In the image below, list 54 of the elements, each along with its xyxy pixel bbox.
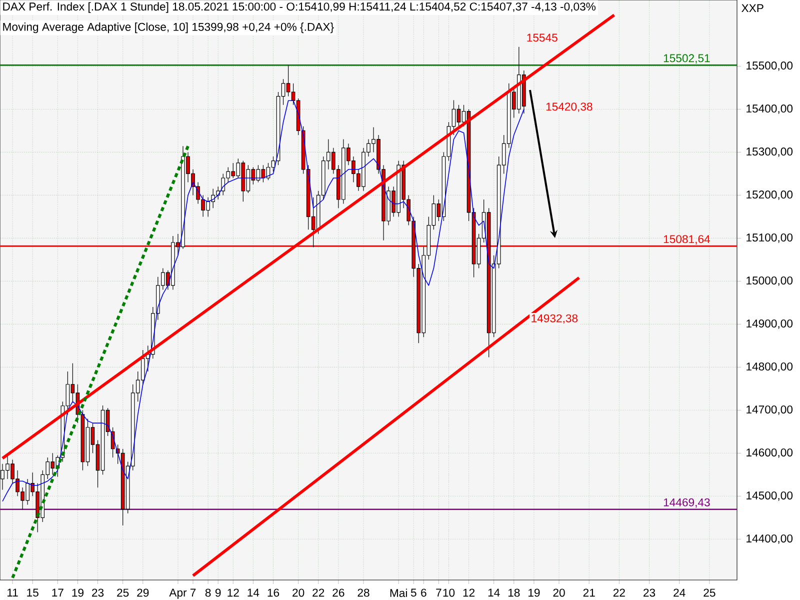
annotation: 15545 (527, 34, 558, 42)
chart-title: DAX Perf. Index [.DAX 1 Stunde] 18.05.2021 15:00:00 - O:15410,99 H:15411,24 L:15404,52 C:15407,37 -4,13 -0,03% (3, 2, 596, 13)
y-tick-label: 14700,00 (746, 405, 793, 415)
x-tick-label: 12 (228, 588, 239, 597)
x-tick-label: 25 (704, 588, 716, 597)
x-tick-label: 10 (443, 588, 455, 597)
x-tick-label: 15 (27, 588, 38, 597)
y-tick-label: 14900,00 (746, 320, 793, 329)
x-tick-label: 6 (421, 588, 426, 597)
x-tick-label: 23 (644, 588, 656, 597)
ref-line-label: 14469,43 (664, 498, 710, 508)
x-tick-label: 20 (292, 588, 304, 597)
x-tick-label: 7 (436, 588, 442, 597)
x-tick-label: 12 (463, 588, 475, 597)
text: Moving Average Adaptive [Close, 10] 15399,98 +0,24 +0% {.DAX} (3, 22, 334, 34)
x-tick-label: 19 (528, 588, 540, 597)
x-tick-label: 16 (268, 588, 280, 597)
x-tick-label: 23 (92, 588, 104, 597)
y-tick-label: 15500,00 (746, 62, 793, 71)
y-tick-label: 15100,00 (746, 234, 793, 243)
x-tick-label: Apr (169, 588, 187, 599)
y-tick-label: 15000,00 (746, 276, 793, 286)
y-tick-label: 14600,00 (746, 448, 793, 458)
x-tick-label: 7 (190, 588, 196, 597)
x-tick-label: 8 (205, 588, 211, 597)
y-tick-label: 15300,00 (746, 148, 793, 157)
x-tick-label: 17 (52, 588, 64, 597)
x-tick-label: 19 (72, 588, 84, 597)
x-tick-label: 22 (312, 588, 324, 597)
y-axis-title: XXP (742, 4, 764, 12)
annotation: 14932,38 (532, 314, 578, 324)
x-tick-label: 14 (248, 588, 260, 597)
x-tick-label: 25 (117, 588, 129, 597)
x-tick-label: 26 (332, 588, 344, 597)
x-tick-label: 24 (674, 588, 686, 597)
x-tick-label: 18 (508, 588, 520, 597)
x-tick-label: 5 (410, 588, 416, 597)
y-tick-label: 14400,00 (746, 534, 793, 544)
x-tick-label: 20 (553, 588, 565, 597)
ref-line-label: 15081,64 (664, 235, 710, 244)
x-tick-label: 11 (8, 588, 18, 597)
x-tick-label: 22 (613, 588, 625, 597)
y-tick-label: 14800,00 (746, 362, 793, 372)
y-tick-label: 15200,00 (746, 190, 793, 200)
x-tick-label: Mai (390, 588, 407, 598)
y-tick-label: 14500,00 (746, 491, 793, 501)
x-tick-label: 14 (488, 588, 500, 597)
ref-line-label: 15502,51 (664, 54, 710, 64)
x-tick-label: 29 (137, 588, 149, 597)
x-tick-label: 9 (215, 588, 221, 597)
x-tick-label: 21 (583, 588, 595, 597)
x-tick-label: 28 (358, 588, 370, 597)
y-tick-label: 15400,00 (746, 104, 793, 114)
annotation: 15420,38 (546, 102, 592, 112)
